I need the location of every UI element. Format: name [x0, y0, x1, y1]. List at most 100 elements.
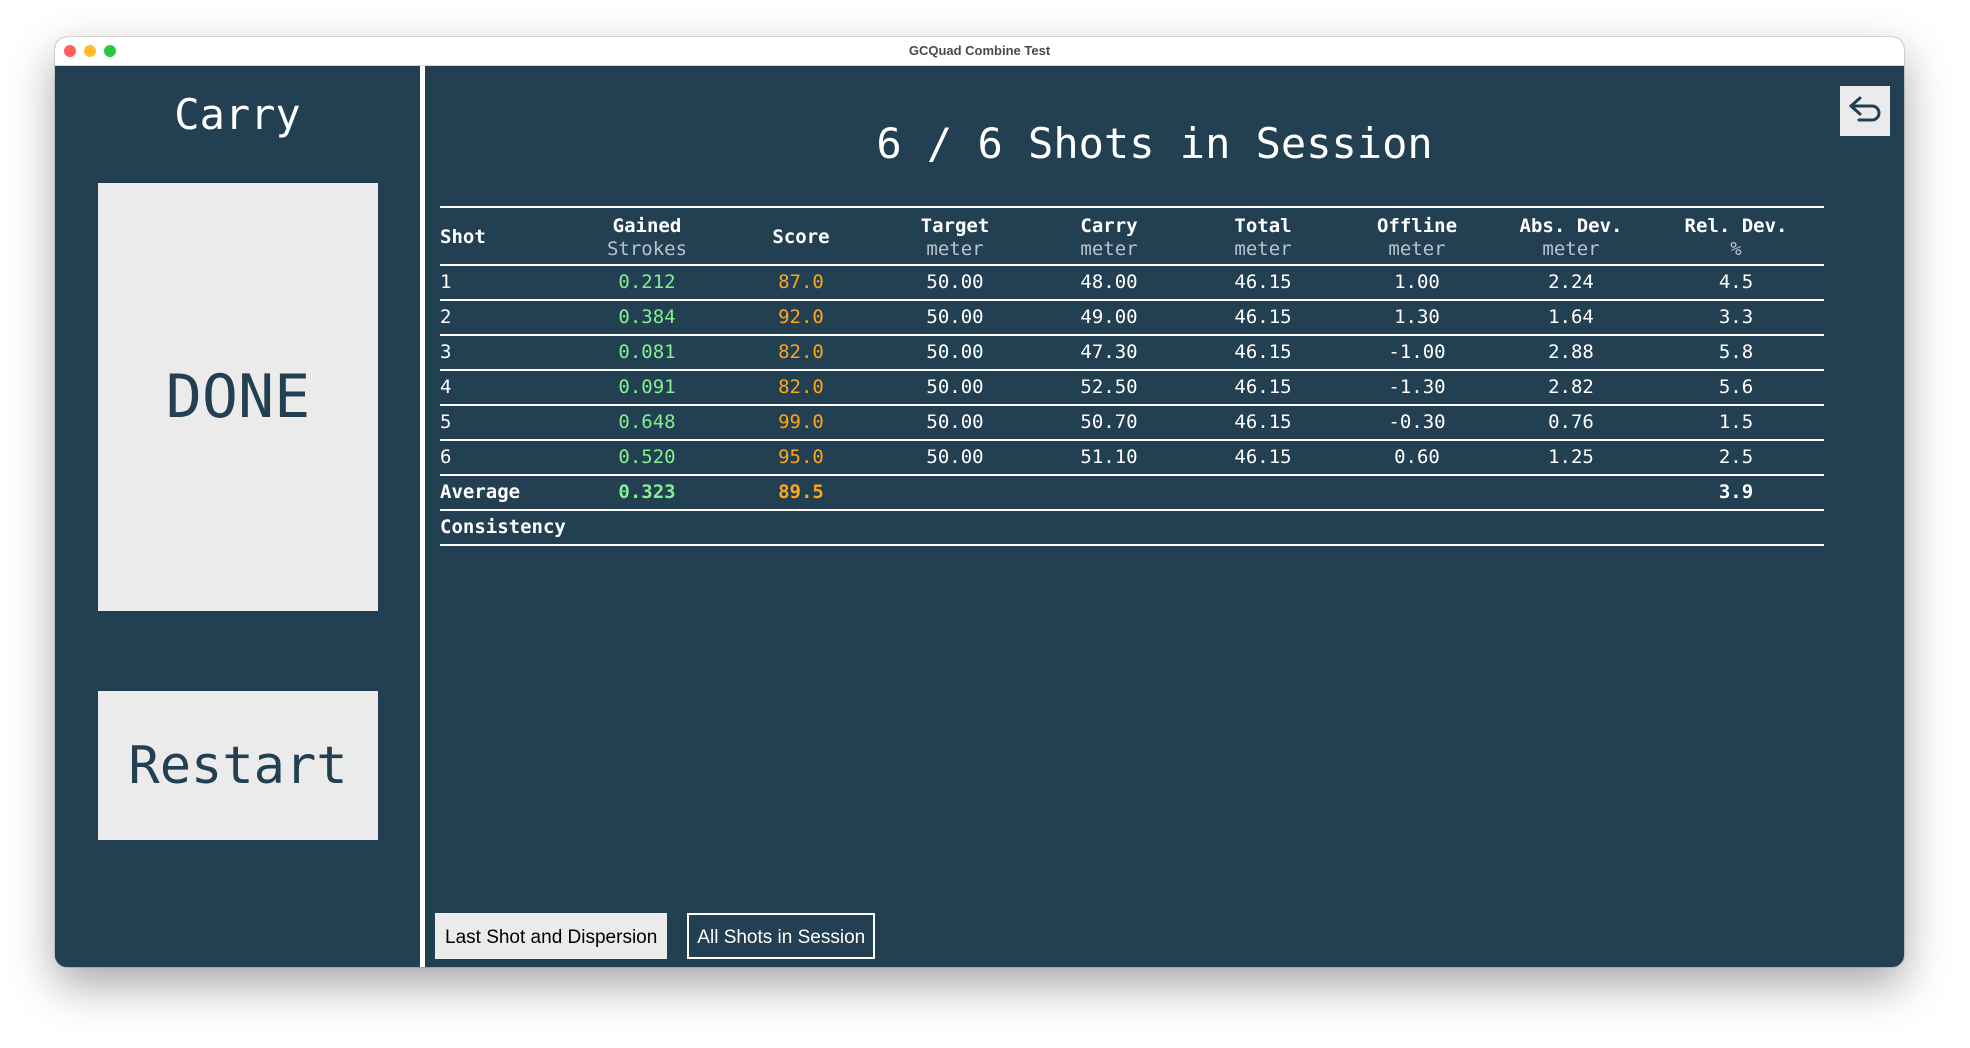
table-cell: 46.15: [1186, 405, 1340, 441]
table-cell: 46.15: [1186, 300, 1340, 336]
average-score: 89.5: [724, 475, 878, 511]
table-cell: 1: [440, 265, 570, 301]
view-tabs: Last Shot and Dispersion All Shots in Se…: [435, 913, 876, 959]
table-cell: [1032, 510, 1186, 546]
table-cell: 0.091: [570, 370, 724, 406]
col-carry: Carry meter: [1080, 215, 1138, 260]
table-cell: 46.15: [1186, 335, 1340, 371]
table-cell: [1340, 510, 1494, 546]
table-cell: 2.24: [1494, 265, 1648, 301]
col-offline: Offline meter: [1376, 215, 1458, 260]
table-cell: 1.5: [1648, 405, 1824, 441]
minimize-window-button[interactable]: [84, 45, 96, 57]
table-cell: 2.5: [1648, 440, 1824, 476]
table-row: 1 0.212 87.0 50.00 48.00 46.15 1.00 2.24 4.5: [440, 265, 1824, 301]
table-cell: 47.30: [1032, 335, 1186, 371]
consistency-label: Consistency: [440, 510, 570, 546]
table-cell: 5.6: [1648, 370, 1824, 406]
table-cell: 50.00: [878, 300, 1032, 336]
table-cell: 95.0: [724, 440, 878, 476]
table-cell: 1.30: [1340, 300, 1494, 336]
table-cell: 50.70: [1032, 405, 1186, 441]
table-cell: 0.76: [1494, 405, 1648, 441]
table-cell: 46.15: [1186, 370, 1340, 406]
main-panel: 6 / 6 Shots in Session Shot Gained Stroke…: [425, 66, 1904, 967]
tab-all-shots-in-session[interactable]: All Shots in Session: [687, 913, 876, 959]
table-row: 4 0.091 82.0 50.00 52.50 46.15 -1.30 2.82 5.6: [440, 370, 1824, 406]
table-cell: [1186, 475, 1340, 511]
restart-button[interactable]: Restart: [98, 691, 378, 840]
table-cell: [878, 510, 1032, 546]
average-row: Average 0.323 89.5 3.9: [440, 475, 1824, 511]
table-cell: 3: [440, 335, 570, 371]
average-label: Average: [440, 475, 570, 511]
table-row: 6 0.520 95.0 50.00 51.10 46.15 0.60 1.25 2.5: [440, 440, 1824, 476]
tab-last-shot-and-dispersion[interactable]: Last Shot and Dispersion: [435, 913, 668, 959]
col-score: Score: [772, 226, 830, 248]
table-cell: 50.00: [878, 405, 1032, 441]
window-title: GCQuad Combine Test: [908, 43, 1051, 58]
table-cell: [1340, 475, 1494, 511]
table-cell: 4: [440, 370, 570, 406]
table-cell: 0.60: [1340, 440, 1494, 476]
table-cell: 46.15: [1186, 440, 1340, 476]
table-cell: 0.520: [570, 440, 724, 476]
consistency-row: Consistency: [440, 510, 1824, 546]
sidebar-title: Carry: [174, 90, 301, 139]
table-cell: [570, 510, 724, 546]
undo-arrow-icon: [1847, 95, 1883, 127]
table-cell: 0.081: [570, 335, 724, 371]
shots-table: Shot Gained Strokes Score Target meter Car…: [440, 206, 1824, 546]
table-cell: 5.8: [1648, 335, 1824, 371]
table-cell: 2.88: [1494, 335, 1648, 371]
title-bar: GCQuad Combine Test: [55, 37, 1904, 66]
table-cell: 46.15: [1186, 265, 1340, 301]
table-cell: 2.82: [1494, 370, 1648, 406]
back-button[interactable]: [1840, 86, 1890, 136]
table-cell: [1186, 510, 1340, 546]
col-abs-dev: Abs. Dev. meter: [1519, 215, 1623, 260]
col-total: Total meter: [1234, 215, 1292, 260]
table-cell: 87.0: [724, 265, 878, 301]
maximize-window-button[interactable]: [104, 45, 116, 57]
table-cell: 50.00: [878, 370, 1032, 406]
done-button[interactable]: DONE: [98, 183, 378, 611]
close-window-button[interactable]: [64, 45, 76, 57]
table-cell: [1494, 475, 1648, 511]
page-title: 6 / 6 Shots in Session: [876, 119, 1433, 168]
table-cell: 82.0: [724, 335, 878, 371]
average-rel-dev: 3.9: [1648, 475, 1824, 511]
table-cell: 4.5: [1648, 265, 1824, 301]
table-cell: [1648, 510, 1824, 546]
table-cell: [878, 475, 1032, 511]
table-cell: 50.00: [878, 265, 1032, 301]
table-header-row: Shot Gained Strokes Score Target meter Car…: [440, 207, 1824, 265]
table-cell: 52.50: [1032, 370, 1186, 406]
table-cell: 2: [440, 300, 570, 336]
table-body: 1 0.212 87.0 50.00 48.00 46.15 1.00 2.24 4.5 2 0.3…: [440, 265, 1824, 476]
table-cell: 5: [440, 405, 570, 441]
table-cell: 1.64: [1494, 300, 1648, 336]
table-cell: 49.00: [1032, 300, 1186, 336]
table-cell: 0.212: [570, 265, 724, 301]
table-cell: -1.30: [1340, 370, 1494, 406]
table-row: 5 0.648 99.0 50.00 50.70 46.15 -0.30 0.76 1.5: [440, 405, 1824, 441]
table-cell: 99.0: [724, 405, 878, 441]
table-cell: 48.00: [1032, 265, 1186, 301]
table-row: 3 0.081 82.0 50.00 47.30 46.15 -1.00 2.88 5.8: [440, 335, 1824, 371]
table-cell: 92.0: [724, 300, 878, 336]
table-cell: 1.00: [1340, 265, 1494, 301]
app-window: GCQuad Combine Test Carry DONE Restart 6…: [55, 37, 1904, 967]
table-cell: 0.648: [570, 405, 724, 441]
col-shot: Shot: [440, 226, 486, 248]
panel-divider: [420, 66, 425, 967]
table-cell: 0.384: [570, 300, 724, 336]
col-rel-dev: Rel. Dev.%: [1684, 215, 1788, 260]
table-cell: 6: [440, 440, 570, 476]
table-cell: -1.00: [1340, 335, 1494, 371]
table-cell: [1494, 510, 1648, 546]
col-gained-strokes: Gained Strokes: [606, 215, 688, 260]
table-cell: -0.30: [1340, 405, 1494, 441]
table-cell: 50.00: [878, 335, 1032, 371]
average-gained: 0.323: [570, 475, 724, 511]
